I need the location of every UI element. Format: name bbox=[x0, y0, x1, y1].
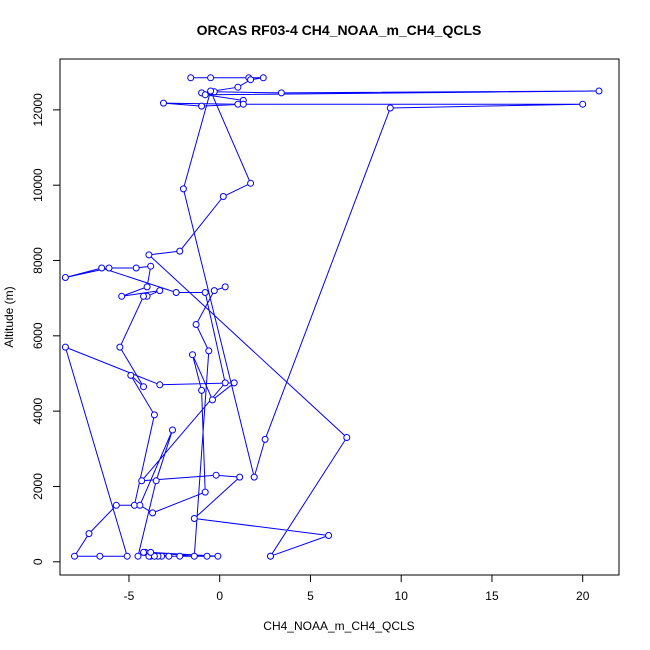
data-point bbox=[239, 100, 247, 108]
data-point bbox=[143, 283, 151, 291]
data-point bbox=[140, 383, 147, 391]
x-tick-label: 5 bbox=[307, 589, 314, 603]
data-point bbox=[140, 292, 147, 300]
data-point bbox=[192, 321, 200, 328]
data-point bbox=[179, 185, 187, 193]
data-point bbox=[201, 488, 209, 496]
data-point bbox=[230, 379, 238, 387]
data-point bbox=[210, 287, 218, 295]
data-point bbox=[259, 74, 267, 82]
data-point bbox=[214, 552, 222, 560]
data-point bbox=[205, 347, 213, 355]
data-point bbox=[132, 264, 140, 272]
plot-frame bbox=[59, 58, 620, 576]
data-point bbox=[579, 100, 587, 108]
data-point bbox=[187, 74, 195, 82]
data-point bbox=[247, 76, 255, 84]
y-tick-label: 6000 bbox=[31, 322, 45, 349]
y-tick-label: 10000 bbox=[31, 168, 45, 202]
data-point bbox=[165, 552, 173, 560]
data-point bbox=[250, 473, 258, 481]
data-point bbox=[267, 552, 274, 560]
data-point bbox=[189, 351, 196, 359]
series-line bbox=[64, 77, 600, 558]
data-point bbox=[61, 343, 69, 351]
y-tick-label: 12000 bbox=[31, 93, 45, 127]
x-axis: -5 0 5 10 15 20 bbox=[124, 574, 590, 603]
data-point bbox=[203, 552, 211, 560]
data-point bbox=[134, 552, 142, 560]
data-point bbox=[147, 262, 155, 270]
data-point bbox=[219, 193, 227, 200]
data-point bbox=[96, 552, 104, 560]
data-point bbox=[207, 74, 215, 82]
data-point bbox=[169, 426, 176, 434]
data-point bbox=[127, 371, 135, 379]
chart-title: ORCAS RF03-4 CH4_NOAA_m_CH4_QCLS bbox=[197, 22, 482, 38]
data-point bbox=[145, 251, 153, 259]
data-point bbox=[136, 501, 144, 509]
data-layer bbox=[61, 74, 603, 560]
data-point bbox=[247, 179, 255, 187]
data-point bbox=[176, 552, 184, 560]
data-point bbox=[190, 552, 198, 560]
data-point bbox=[85, 530, 93, 538]
data-point bbox=[112, 501, 120, 509]
y-axis: 0 2000 4000 6000 8000 10000 12000 bbox=[31, 93, 61, 565]
y-axis-label: Altitude (m) bbox=[2, 286, 16, 347]
data-point bbox=[212, 471, 220, 479]
data-point bbox=[160, 99, 167, 107]
data-point bbox=[156, 287, 164, 295]
data-point bbox=[198, 386, 206, 394]
x-tick-label: 15 bbox=[485, 589, 499, 603]
data-point bbox=[234, 83, 242, 91]
data-point bbox=[149, 509, 157, 517]
data-point bbox=[176, 247, 184, 255]
data-point bbox=[98, 264, 106, 272]
data-point bbox=[118, 292, 126, 300]
data-point bbox=[116, 343, 124, 351]
data-point bbox=[277, 89, 285, 97]
data-point bbox=[595, 87, 603, 95]
y-tick-label: 0 bbox=[31, 558, 45, 565]
data-point bbox=[386, 104, 394, 112]
data-point bbox=[343, 434, 351, 441]
data-point bbox=[150, 411, 158, 419]
data-point bbox=[71, 552, 78, 560]
data-point bbox=[190, 515, 198, 522]
x-tick-label: 0 bbox=[216, 589, 223, 603]
data-point bbox=[123, 552, 131, 560]
y-tick-label: 4000 bbox=[31, 397, 45, 424]
data-point bbox=[61, 274, 69, 281]
data-point bbox=[172, 289, 180, 296]
data-point bbox=[325, 532, 333, 539]
data-point bbox=[105, 264, 113, 272]
y-tick-label: 2000 bbox=[31, 473, 45, 500]
data-point bbox=[152, 477, 160, 485]
data-point bbox=[201, 289, 209, 296]
x-tick-label: 10 bbox=[395, 589, 409, 603]
data-point bbox=[207, 87, 215, 95]
y-tick-label: 8000 bbox=[31, 247, 45, 274]
data-point bbox=[147, 548, 155, 556]
data-point bbox=[156, 381, 164, 389]
data-point bbox=[209, 396, 216, 404]
x-axis-label: CH4_NOAA_m_CH4_QCLS bbox=[263, 619, 414, 633]
data-point bbox=[201, 91, 209, 99]
data-point bbox=[140, 548, 147, 556]
x-tick-label: 20 bbox=[576, 589, 590, 603]
x-tick-label: -5 bbox=[124, 589, 135, 603]
data-point bbox=[221, 283, 229, 291]
data-point bbox=[236, 473, 244, 481]
data-point bbox=[138, 477, 146, 485]
data-point bbox=[198, 102, 206, 110]
data-point bbox=[221, 379, 229, 387]
data-point bbox=[261, 435, 269, 443]
